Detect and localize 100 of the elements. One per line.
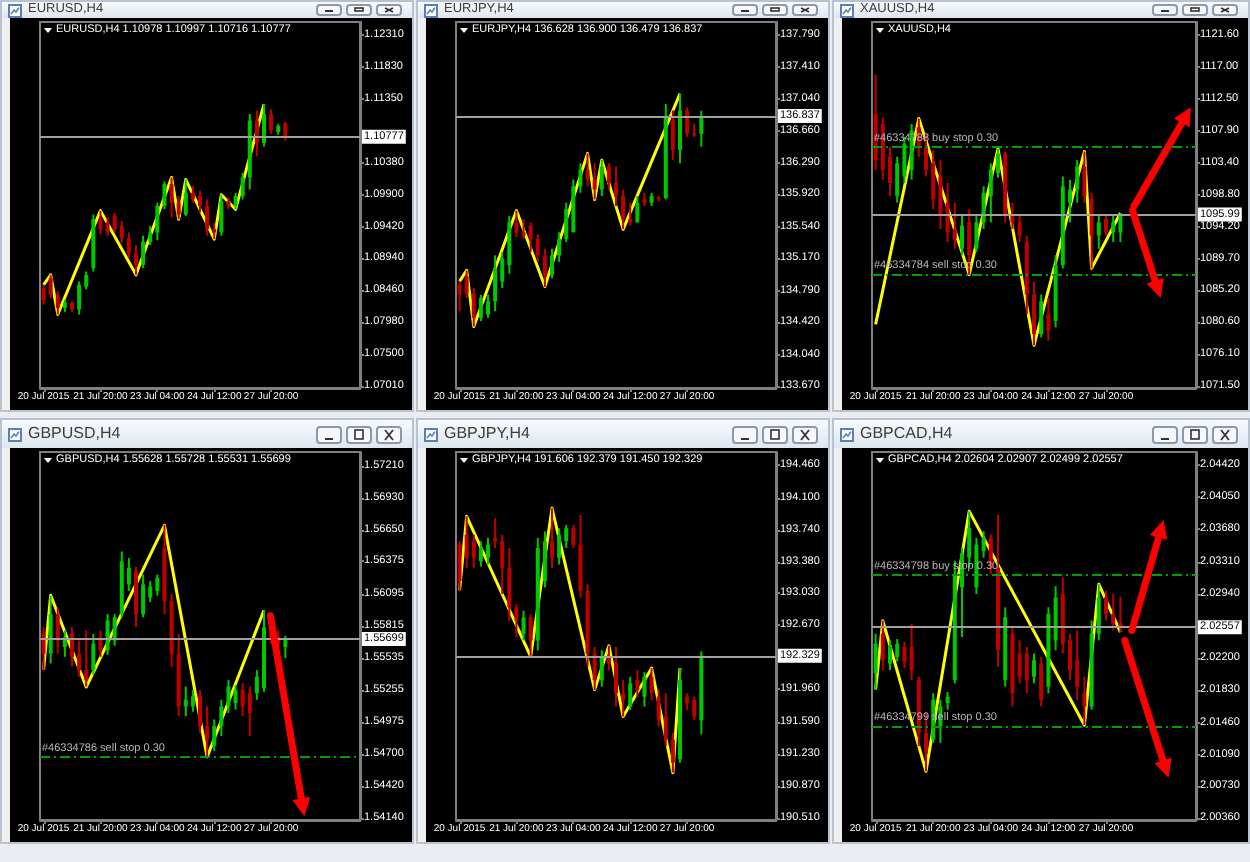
candlestick: [162, 180, 167, 211]
candlestick: [1024, 645, 1029, 695]
candlestick: [550, 247, 554, 280]
candlestick: [528, 221, 533, 254]
chart-title: GBPJPY,H4: [444, 422, 530, 446]
candlestick: [1111, 593, 1116, 632]
candlestick: [571, 178, 576, 234]
candlestick: [500, 533, 505, 596]
candlestick: [1032, 652, 1036, 685]
candlestick: [1046, 296, 1051, 342]
candlestick: [571, 523, 576, 549]
candlestick: [486, 293, 490, 319]
candlestick: [205, 198, 210, 237]
candlestick: [507, 546, 512, 622]
candlestick: [507, 214, 512, 275]
candlestick: [219, 698, 224, 737]
candlestick: [1111, 214, 1116, 244]
candlestick: [670, 109, 675, 161]
candlestick: [262, 103, 266, 148]
candlestick: [909, 622, 914, 682]
candlestick: [621, 679, 626, 718]
candlestick: [895, 638, 900, 663]
candlestick: [535, 233, 540, 263]
candlestick: [974, 214, 979, 253]
candlestick: [599, 649, 604, 688]
candlestick: [1017, 639, 1022, 685]
candlestick: [226, 679, 231, 714]
candlestick: [585, 152, 590, 188]
candlestick: [902, 640, 907, 670]
candlestick: [233, 684, 238, 711]
candlestick: [1096, 583, 1101, 642]
candlestick: [614, 165, 618, 207]
candlestick: [606, 644, 611, 672]
candlestick: [105, 613, 110, 656]
candlestick: [1032, 280, 1036, 347]
candlestick: [155, 573, 160, 597]
candlestick: [55, 290, 60, 316]
candlestick: [1039, 655, 1044, 708]
candlestick: [269, 108, 274, 135]
candlestick: [126, 231, 131, 260]
candlestick: [1075, 159, 1080, 204]
candlestick: [542, 247, 547, 288]
candlestick: [84, 629, 89, 688]
candlestick: [471, 533, 476, 569]
line-series: [458, 506, 682, 775]
candlestick: [873, 632, 878, 691]
line-series: [42, 102, 266, 317]
candlestick: [938, 159, 943, 230]
candlestick: [155, 201, 160, 242]
candlestick: [219, 193, 224, 237]
candlestick: [240, 682, 245, 718]
candlestick: [486, 537, 490, 566]
candlestick: [283, 121, 288, 142]
candlestick: [134, 244, 138, 276]
candlestick: [621, 188, 626, 230]
candlestick: [1082, 150, 1087, 204]
candlestick: [628, 201, 633, 227]
candlestick: [198, 189, 202, 214]
chart-title: GBPUSD,H4: [28, 422, 121, 446]
candlestick: [945, 182, 950, 244]
candlestick: [141, 234, 146, 270]
candlestick: [112, 211, 117, 234]
candlestick: [592, 646, 597, 692]
candlestick: [176, 195, 181, 221]
candlestick: [1082, 675, 1087, 726]
line-series: [874, 117, 1122, 347]
candlestick: [91, 632, 96, 676]
candlestick: [557, 527, 562, 566]
candlestick: [119, 220, 124, 245]
candlestick: [493, 254, 498, 313]
candlestick: [247, 685, 252, 737]
candlestick: [663, 692, 668, 748]
candlestick: [1075, 629, 1080, 701]
candlestick: [550, 507, 554, 569]
candlestick: [198, 688, 202, 734]
candlestick: [457, 280, 462, 313]
candlestick: [478, 293, 483, 323]
candlestick: [1118, 212, 1123, 244]
candlestick: [55, 606, 60, 655]
candlestick: [205, 705, 210, 759]
candlestick: [190, 688, 195, 713]
line-series: [42, 523, 266, 759]
line-series: [874, 509, 1122, 773]
candlestick: [1010, 201, 1015, 230]
candlestick: [628, 675, 633, 711]
candlestick: [478, 540, 483, 568]
line-series: [458, 92, 682, 329]
candlestick: [599, 158, 604, 198]
candlestick: [981, 530, 986, 559]
candlestick: [70, 626, 74, 668]
candlestick: [557, 231, 562, 263]
candlestick: [528, 613, 533, 658]
candlestick: [169, 176, 174, 219]
candlestick: [678, 93, 682, 165]
candlestick: [212, 718, 217, 753]
candlestick: [578, 513, 583, 599]
candlestick: [41, 626, 46, 672]
candlestick: [670, 732, 675, 774]
candlestick: [1039, 293, 1044, 339]
candlestick: [614, 646, 618, 708]
